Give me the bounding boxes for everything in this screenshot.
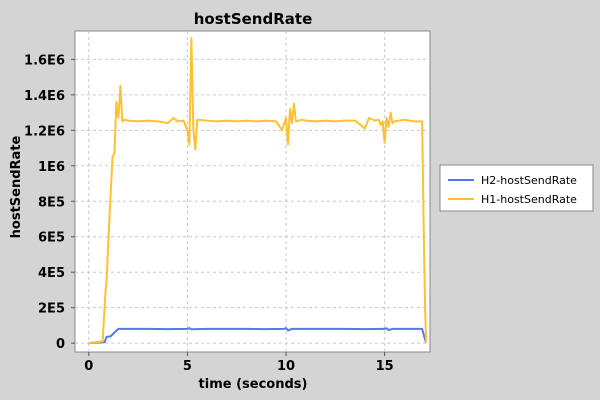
series-line-H1-hostSendRate <box>88 37 428 345</box>
x-tick-label: 0 <box>84 359 93 374</box>
y-tick-label: 1E6 <box>38 160 65 175</box>
x-axis-label: time (seconds) <box>199 377 308 392</box>
y-axis-label: hostSendRate <box>9 135 24 238</box>
y-tick-label: 1.4E6 <box>24 89 65 104</box>
legend-box <box>439 164 594 212</box>
chart-title: hostSendRate <box>194 10 313 28</box>
y-tick-label: 2E5 <box>38 302 65 317</box>
legend-item-label: H1-hostSendRate <box>481 193 577 206</box>
legend: H2-hostSendRate H1-hostSendRate <box>439 164 594 212</box>
y-tick-label: 1.6E6 <box>24 53 65 68</box>
grid-lines <box>75 31 430 352</box>
x-tick-label: 10 <box>277 359 295 374</box>
x-tick-label: 15 <box>376 359 394 374</box>
y-tick-label: 4E5 <box>38 266 65 281</box>
y-tick-label: 1.2E6 <box>24 124 65 139</box>
plot-area <box>74 30 431 353</box>
y-tick-label: 0 <box>56 337 65 352</box>
axes: 0 5 10 15 0 2E5 4E5 6E5 8E5 1E6 1.2E6 1.4E6 1.6E6 <box>24 53 394 374</box>
series-line-H2-hostSendRate <box>88 327 428 345</box>
x-tick-label: 5 <box>183 359 192 374</box>
y-tick-label: 6E5 <box>38 231 65 246</box>
series-lines <box>88 37 428 345</box>
y-tick-label: 8E5 <box>38 195 65 210</box>
legend-item-label: H2-hostSendRate <box>481 174 577 187</box>
